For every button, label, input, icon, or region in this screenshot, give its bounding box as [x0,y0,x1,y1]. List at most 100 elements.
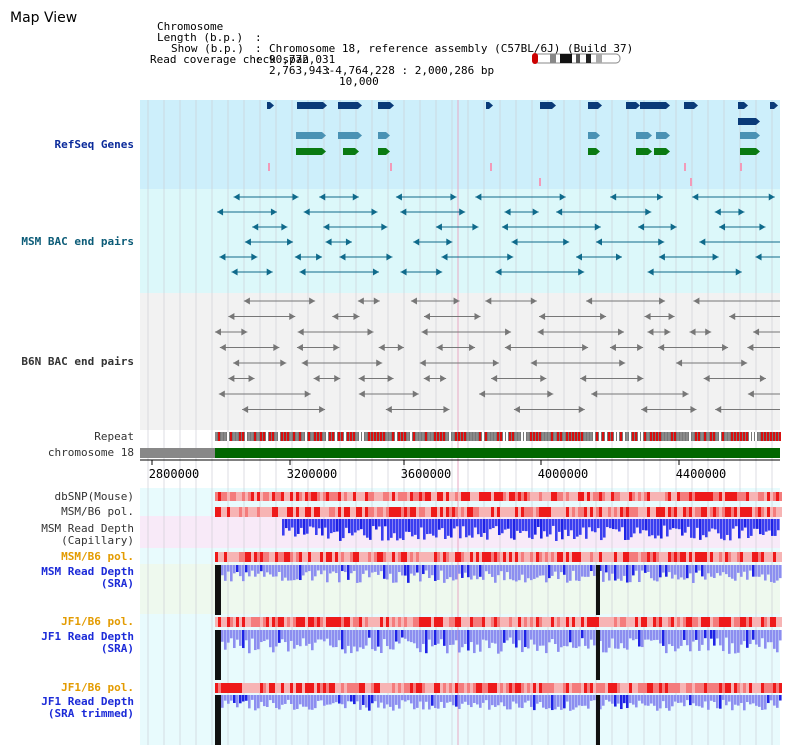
pol-seg [236,492,239,501]
depth-bar [489,519,492,530]
depth-bar [566,630,569,647]
pol-seg [563,492,566,501]
pol-seg [260,552,263,562]
pol-seg [461,683,464,693]
depth-bar [680,565,683,578]
bac-end [358,390,365,398]
depth-bar [312,519,315,528]
gene-feature [343,148,355,155]
pol-seg [701,492,704,501]
depth-bar [369,519,372,540]
pol-seg [689,552,692,562]
repeat-seg [686,432,688,441]
pol-seg [350,492,353,501]
pol-seg [443,507,446,517]
pol-seg [278,552,281,562]
pol-seg [233,552,236,562]
depth-bar [467,565,470,578]
pol-seg [227,552,230,562]
pol-seg [677,683,680,693]
depth-bar [722,630,725,652]
depth-bar [392,565,395,583]
bac-end [233,193,240,201]
chromosome-ideogram[interactable] [530,53,622,64]
depth-bar [605,565,608,573]
depth-bar [330,519,333,534]
depth-bar [737,695,740,706]
depth-bar [248,695,251,709]
pol-seg [266,683,269,693]
depth-bar [680,630,683,646]
pol-seg [776,617,779,627]
region-info: Chromosome : Chromosome 18, reference as… [150,10,633,87]
pol-seg [524,617,527,627]
bac-end [244,238,251,246]
bac-end [273,344,280,351]
depth-bar [362,695,365,705]
depth-bar [485,695,488,701]
pol-seg [767,507,770,517]
pol-seg [308,683,311,693]
depth-bar [419,630,422,653]
depth-bar [722,565,725,573]
depth-bar [752,695,755,704]
pol-seg [287,617,290,627]
repeat-seg [350,432,352,441]
bac-end [435,223,442,231]
depth-bar [362,630,365,649]
gene-tick [690,178,692,186]
pol-seg [410,617,413,627]
pol-seg [380,617,383,627]
depth-bar [278,565,281,572]
bac-end [248,375,255,382]
bac-end [381,223,388,231]
pol-seg [614,617,617,627]
repeat-seg [233,432,235,441]
repeat-seg [617,432,619,441]
depth-bar [281,695,284,705]
gene-feature [636,132,648,139]
pol-seg [689,507,692,517]
depth-bar [473,565,476,576]
depth-bar [545,565,548,583]
repeat-seg [467,432,469,441]
depth-bar [558,519,561,532]
pol-seg [407,683,410,693]
bac-end [747,344,754,351]
pol-seg [314,552,317,562]
depth-bar [773,630,776,649]
depth-bar [584,565,587,577]
repeat-seg [479,432,481,441]
depth-bar [707,630,710,651]
pol-seg [395,617,398,627]
depth-bar [551,695,554,711]
pol-seg [377,552,380,562]
pol-seg [542,617,545,627]
pol-seg [497,552,500,562]
pol-seg [530,617,533,627]
depth-bar [666,519,669,537]
depth-bar [539,695,542,703]
pol-seg [239,507,242,517]
bac-end [594,223,601,231]
pol-seg [779,492,782,501]
bac-end [319,193,326,201]
axis-tick-label: 4400000 [676,467,727,481]
repeat-seg [716,432,718,441]
pol-seg [731,552,734,562]
pol-seg [458,617,461,627]
depth-bar [614,565,617,581]
depth-bar [521,565,524,575]
pol-seg [425,552,428,562]
pol-seg [296,492,299,501]
pol-seg [497,507,500,517]
pol-seg [620,552,623,562]
pol-seg [242,683,245,693]
pol-seg [275,492,278,501]
pol-seg [311,492,314,501]
pol-seg [695,683,698,693]
pol-seg [764,492,767,501]
depth-bar [422,565,425,575]
pol-seg [257,492,260,501]
